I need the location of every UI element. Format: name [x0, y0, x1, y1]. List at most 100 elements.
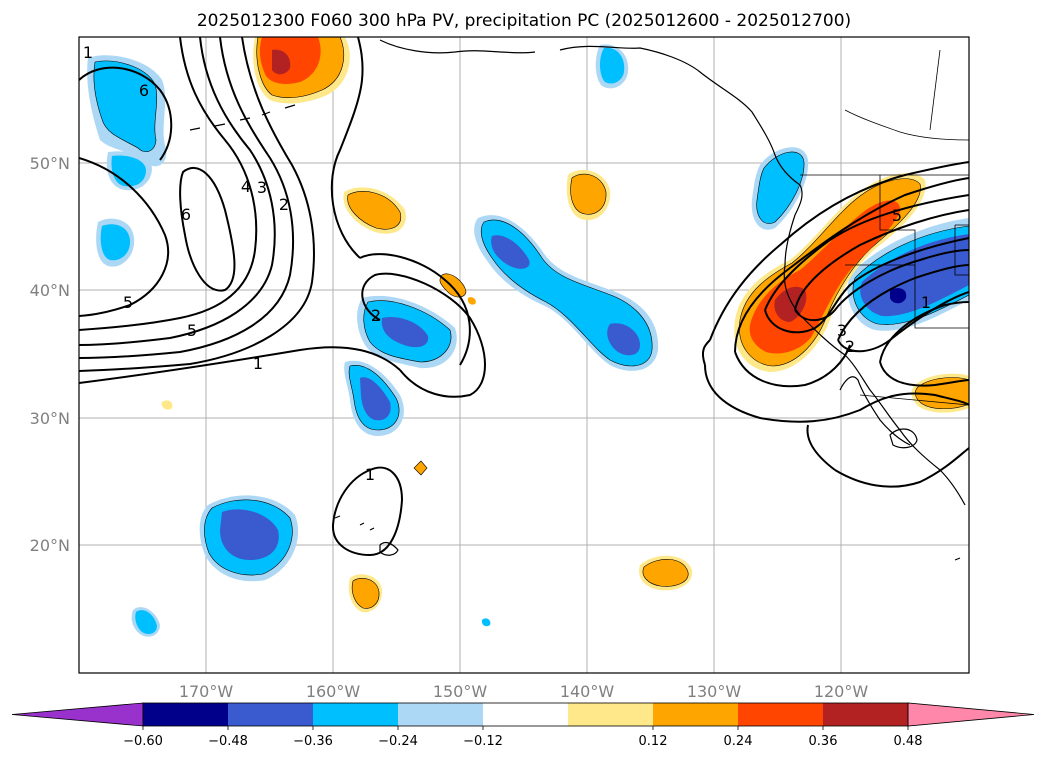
pv-contour — [361, 272, 486, 398]
precip-blob — [439, 273, 467, 298]
colorbar-segment — [823, 703, 908, 726]
pv-contour — [79, 37, 258, 331]
lon-tick-label: 130°W — [687, 682, 742, 701]
pv-contour — [331, 466, 404, 557]
pv-contour — [359, 253, 471, 366]
pv-contour — [794, 209, 969, 311]
pv-contour — [79, 37, 295, 359]
border-canada-provinces — [929, 49, 941, 131]
pv-contour-label: 6 — [181, 205, 191, 224]
colorbar: −0.60 −0.48 −0.36 −0.24 −0.12 0.12 0.24 0.36 0.4… — [11, 702, 1035, 749]
lon-tick-label: 160°W — [306, 682, 361, 701]
colorbar-segment — [653, 703, 738, 726]
colorbar-outline — [142, 702, 909, 727]
precip-blob — [135, 610, 157, 634]
border-us-mexico — [859, 394, 969, 406]
pv-contour — [734, 177, 969, 353]
coastline-north-america — [559, 45, 966, 506]
colorbar-tick-label: 0.24 — [724, 734, 753, 749]
pv-contour-label: 2 — [845, 337, 855, 356]
pv-contour-label: 1 — [365, 465, 375, 484]
precip-blob — [642, 559, 689, 587]
gridlines — [79, 37, 969, 673]
colorbar-segment — [568, 703, 653, 726]
precip-blob — [756, 151, 805, 224]
colorbar-extend-min — [11, 702, 144, 727]
lat-tick-label: 50°N — [30, 154, 70, 173]
pv-contour — [330, 37, 364, 259]
lon-tick-label: 150°W — [433, 682, 488, 701]
pv-contour-label: 2 — [279, 195, 289, 214]
hawaii-island — [379, 541, 399, 556]
colorbar-segment — [398, 703, 483, 726]
border-us-states — [879, 175, 916, 270]
map-background — [79, 37, 969, 673]
precip-blob — [467, 297, 476, 305]
lon-tick-label: 140°W — [560, 682, 615, 701]
precip-blob — [570, 173, 607, 215]
colorbar-segment — [313, 703, 398, 726]
pv-contour-labels: 1 6 4 3 2 6 5 5 1 2 1 5 3 2 1 — [83, 43, 931, 484]
precip-blob — [890, 288, 907, 304]
pv-contour-label: 1 — [83, 43, 93, 62]
map-frame — [78, 36, 970, 674]
precip-blob — [351, 578, 380, 609]
colorbar-tick-label: −0.48 — [208, 734, 248, 749]
precip-blob — [100, 224, 131, 261]
pv-contour-label: 6 — [139, 81, 149, 100]
pv-contour — [834, 447, 969, 488]
precip-negative-fills — [87, 44, 969, 637]
hawaii-islands — [334, 515, 375, 531]
colorbar-segment — [143, 703, 228, 726]
pv-contour-label: 1 — [921, 293, 931, 312]
lon-tick-label: 170°W — [179, 682, 234, 701]
lat-tick-label: 20°N — [30, 536, 70, 555]
pv-contour — [79, 37, 276, 346]
precip-blob — [413, 460, 428, 476]
pv-contour — [794, 249, 969, 322]
pv-contour — [806, 424, 836, 471]
colorbar-extend-max — [907, 702, 1035, 727]
lon-tick-label: 120°W — [814, 682, 869, 701]
pv-contour — [79, 157, 170, 317]
pv-contour — [764, 237, 969, 334]
border-us-states — [845, 264, 969, 329]
colorbar-tick-label: −0.36 — [293, 734, 333, 749]
lat-axis-labels: 50°N 40°N 30°N 20°N — [30, 154, 70, 555]
coastline-aleutian-islands — [189, 104, 296, 131]
coastline-aleutians — [379, 39, 536, 54]
pv-contour-label: 2 — [371, 306, 381, 325]
coastline-baja — [839, 376, 911, 446]
precip-blob — [93, 60, 158, 153]
precip-blob — [347, 191, 402, 230]
colorbar-segment — [738, 703, 823, 726]
pv-contour — [701, 339, 711, 366]
precip-blob — [272, 49, 291, 75]
coastlines — [189, 39, 969, 561]
precip-blob — [220, 509, 279, 560]
border-us-states — [954, 224, 969, 276]
precip-blob — [161, 400, 173, 410]
precip-blob — [481, 618, 491, 627]
pv-contour — [79, 66, 173, 161]
figure-title: 2025012300 F060 300 hPa PV, precipitatio… — [197, 11, 851, 31]
pv-contour — [879, 361, 969, 387]
precip-positive-fills — [161, 37, 969, 613]
map-panel: 1 6 4 3 2 6 5 5 1 2 1 5 3 2 1 — [79, 37, 969, 673]
colorbar-segment — [483, 703, 568, 726]
precip-blob — [607, 323, 640, 356]
pv-contour-label: 1 — [253, 354, 263, 373]
precip-blob — [381, 316, 429, 348]
lat-tick-label: 40°N — [30, 281, 70, 300]
precip-blob — [491, 235, 530, 269]
colorbar-tick-label: −0.24 — [378, 734, 418, 749]
pv-contour — [704, 364, 969, 423]
pv-contour — [734, 344, 851, 388]
lon-axis-labels: 170°W 160°W 150°W 140°W 130°W 120°W — [179, 682, 869, 701]
colorbar-segment — [228, 703, 313, 726]
border-canada-provinces — [844, 109, 969, 141]
pv-contour — [79, 346, 401, 384]
precip-blob — [360, 377, 391, 421]
pv-contour-label: 5 — [123, 293, 133, 312]
pv-contour — [79, 37, 315, 372]
